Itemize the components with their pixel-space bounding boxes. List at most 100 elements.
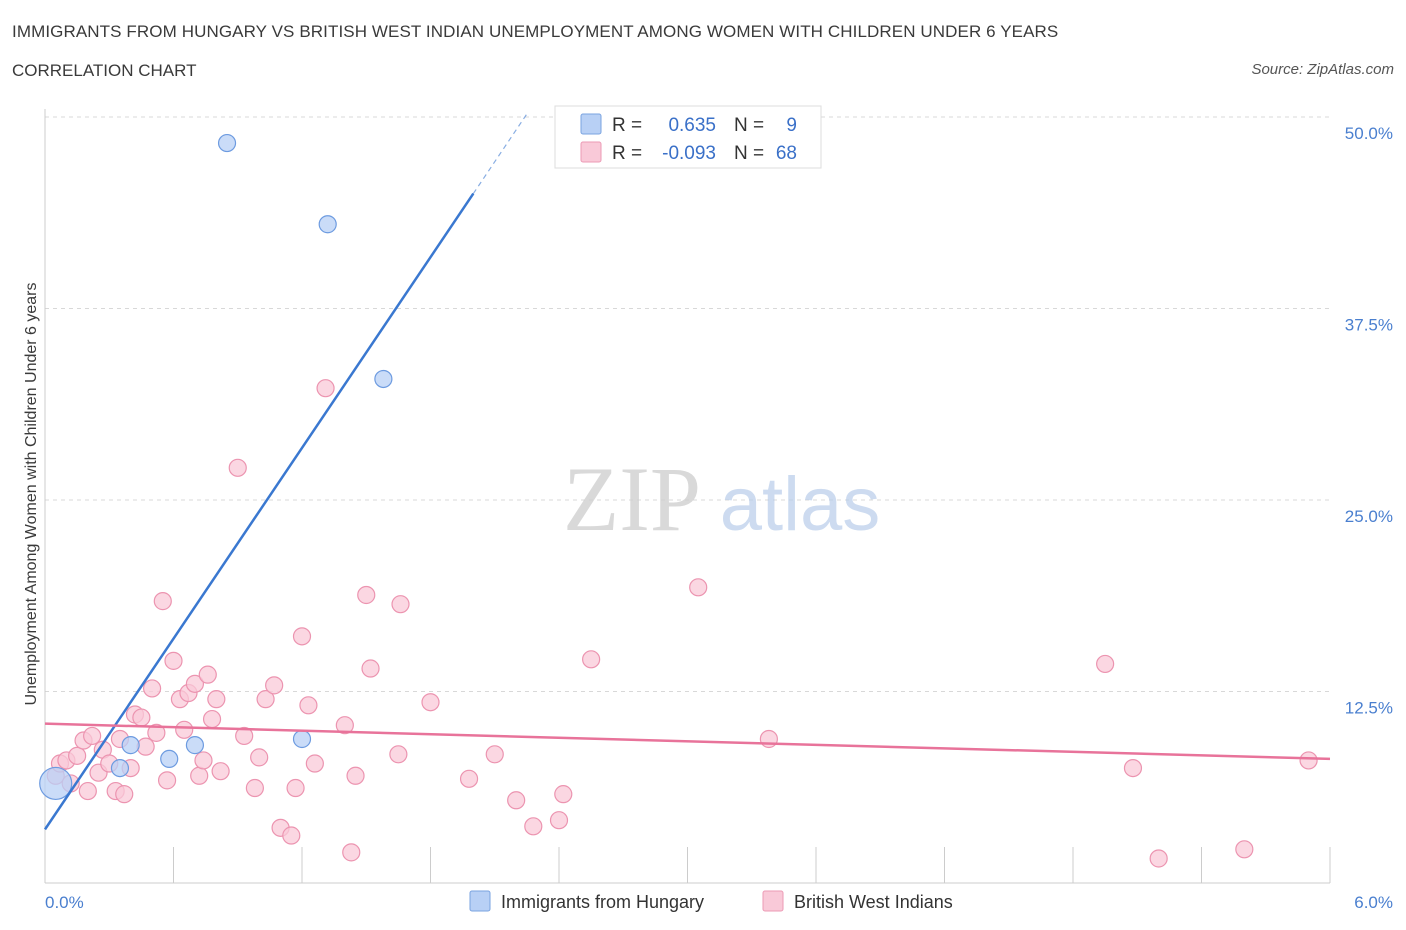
trend-line-british-west-indians <box>44 722 1331 761</box>
point-british-west-indians <box>507 791 526 810</box>
chart-subtitle: CORRELATION CHART <box>12 61 197 80</box>
legend-label-bottom: Immigrants from Hungary <box>501 892 704 912</box>
point-british-west-indians <box>299 696 318 715</box>
point-british-west-indians <box>164 651 183 670</box>
point-british-west-indians <box>1123 758 1143 778</box>
legend-swatch <box>580 141 602 163</box>
point-british-west-indians <box>245 778 264 798</box>
point-british-west-indians <box>78 781 97 801</box>
point-british-west-indians <box>346 766 365 785</box>
point-immigrants-from-hungary <box>39 766 73 801</box>
point-british-west-indians <box>549 811 569 830</box>
x-tick-label: 0.0% <box>45 893 84 912</box>
point-british-west-indians <box>421 693 440 712</box>
point-british-west-indians <box>689 578 708 597</box>
point-british-west-indians <box>342 843 361 862</box>
point-british-west-indians <box>153 592 172 611</box>
grid-lines <box>45 116 1330 692</box>
trend-line-hungary <box>43 192 475 831</box>
point-british-west-indians <box>305 754 324 773</box>
point-immigrants-from-hungary <box>185 736 205 755</box>
legend-swatch <box>580 113 602 135</box>
y-tick-label: 25.0% <box>1345 507 1393 526</box>
legend-r-value: 0.635 <box>668 115 716 136</box>
point-british-west-indians <box>1149 849 1168 868</box>
point-british-west-indians <box>157 771 177 790</box>
point-british-west-indians <box>459 769 479 788</box>
point-british-west-indians <box>228 458 247 477</box>
point-british-west-indians <box>136 737 155 756</box>
axes <box>44 109 1331 884</box>
watermark-atlas: atlas <box>720 462 881 547</box>
legend-r-label: R = <box>612 115 642 136</box>
watermark-zip: ZIP <box>563 448 701 550</box>
point-immigrants-from-hungary <box>374 369 393 389</box>
point-immigrants-from-hungary <box>292 729 312 749</box>
point-british-west-indians <box>256 690 275 709</box>
point-british-west-indians <box>198 665 217 684</box>
point-british-west-indians <box>1299 751 1318 770</box>
point-british-west-indians <box>211 762 230 781</box>
legend-n-value: 9 <box>786 115 797 136</box>
point-british-west-indians <box>286 778 305 798</box>
legend-r-value: -0.093 <box>662 143 716 164</box>
series-legend: Immigrants from Hungary British West Indi… <box>469 890 953 912</box>
legend-swatch-bottom <box>469 890 491 912</box>
legend-swatch-bottom <box>762 890 784 912</box>
point-british-west-indians <box>147 723 166 742</box>
point-immigrants-from-hungary <box>121 736 140 755</box>
trend-line-hungary-extension <box>472 113 528 194</box>
point-immigrants-from-hungary <box>160 749 179 769</box>
source-label: Source: ZipAtlas.com <box>1251 61 1394 78</box>
tick-labels: 12.5% 25.0% 37.5% 50.0% 0.0% 6.0% <box>45 124 1393 912</box>
point-british-west-indians <box>1235 840 1254 859</box>
legend-r-label: R = <box>612 143 642 164</box>
point-british-west-indians <box>190 766 209 785</box>
point-british-west-indians <box>485 745 504 764</box>
point-immigrants-from-hungary <box>318 215 337 234</box>
point-immigrants-from-hungary <box>217 133 237 153</box>
x-tick-label: 6.0% <box>1354 893 1393 912</box>
chart-title: IMMIGRANTS FROM HUNGARY VS BRITISH WEST … <box>12 22 1059 41</box>
point-british-west-indians <box>335 716 354 735</box>
point-british-west-indians <box>389 745 408 764</box>
point-british-west-indians <box>554 785 573 804</box>
y-tick-label: 50.0% <box>1345 124 1393 143</box>
y-tick-label: 37.5% <box>1345 316 1393 335</box>
point-british-west-indians <box>185 674 205 693</box>
trend-lines <box>43 113 1331 831</box>
point-british-west-indians <box>202 709 222 729</box>
watermark: ZIP atlas <box>563 448 880 550</box>
point-british-west-indians <box>83 726 102 746</box>
point-british-west-indians <box>235 726 254 746</box>
point-british-west-indians <box>292 627 312 646</box>
point-british-west-indians <box>132 708 151 727</box>
point-british-west-indians <box>391 595 410 614</box>
y-axis-label: Unemployment Among Women with Children U… <box>23 282 40 705</box>
point-british-west-indians <box>250 748 269 767</box>
point-british-west-indians <box>68 746 87 765</box>
point-british-west-indians <box>115 785 134 804</box>
legend-n-value: 68 <box>776 143 797 164</box>
point-british-west-indians <box>759 729 778 749</box>
legend-n-label: N = <box>734 115 764 136</box>
y-tick-label: 12.5% <box>1345 699 1393 718</box>
point-british-west-indians <box>282 826 301 845</box>
point-british-west-indians <box>361 659 380 678</box>
legend-n-label: N = <box>734 143 764 164</box>
point-british-west-indians <box>175 720 194 739</box>
point-british-west-indians <box>194 751 213 770</box>
point-british-west-indians <box>582 650 601 669</box>
point-british-west-indians <box>207 690 226 709</box>
correlation-legend: R = 0.635 N = 9 R = -0.093 N = 68 <box>554 105 822 169</box>
point-immigrants-from-hungary <box>110 758 130 778</box>
point-british-west-indians <box>524 817 543 836</box>
point-british-west-indians <box>1096 654 1115 674</box>
point-british-west-indians <box>142 679 162 698</box>
point-british-west-indians <box>357 585 376 605</box>
legend-label-bottom: British West Indians <box>794 892 953 912</box>
data-points <box>39 133 1318 868</box>
point-british-west-indians <box>316 379 335 398</box>
point-british-west-indians <box>265 676 284 695</box>
